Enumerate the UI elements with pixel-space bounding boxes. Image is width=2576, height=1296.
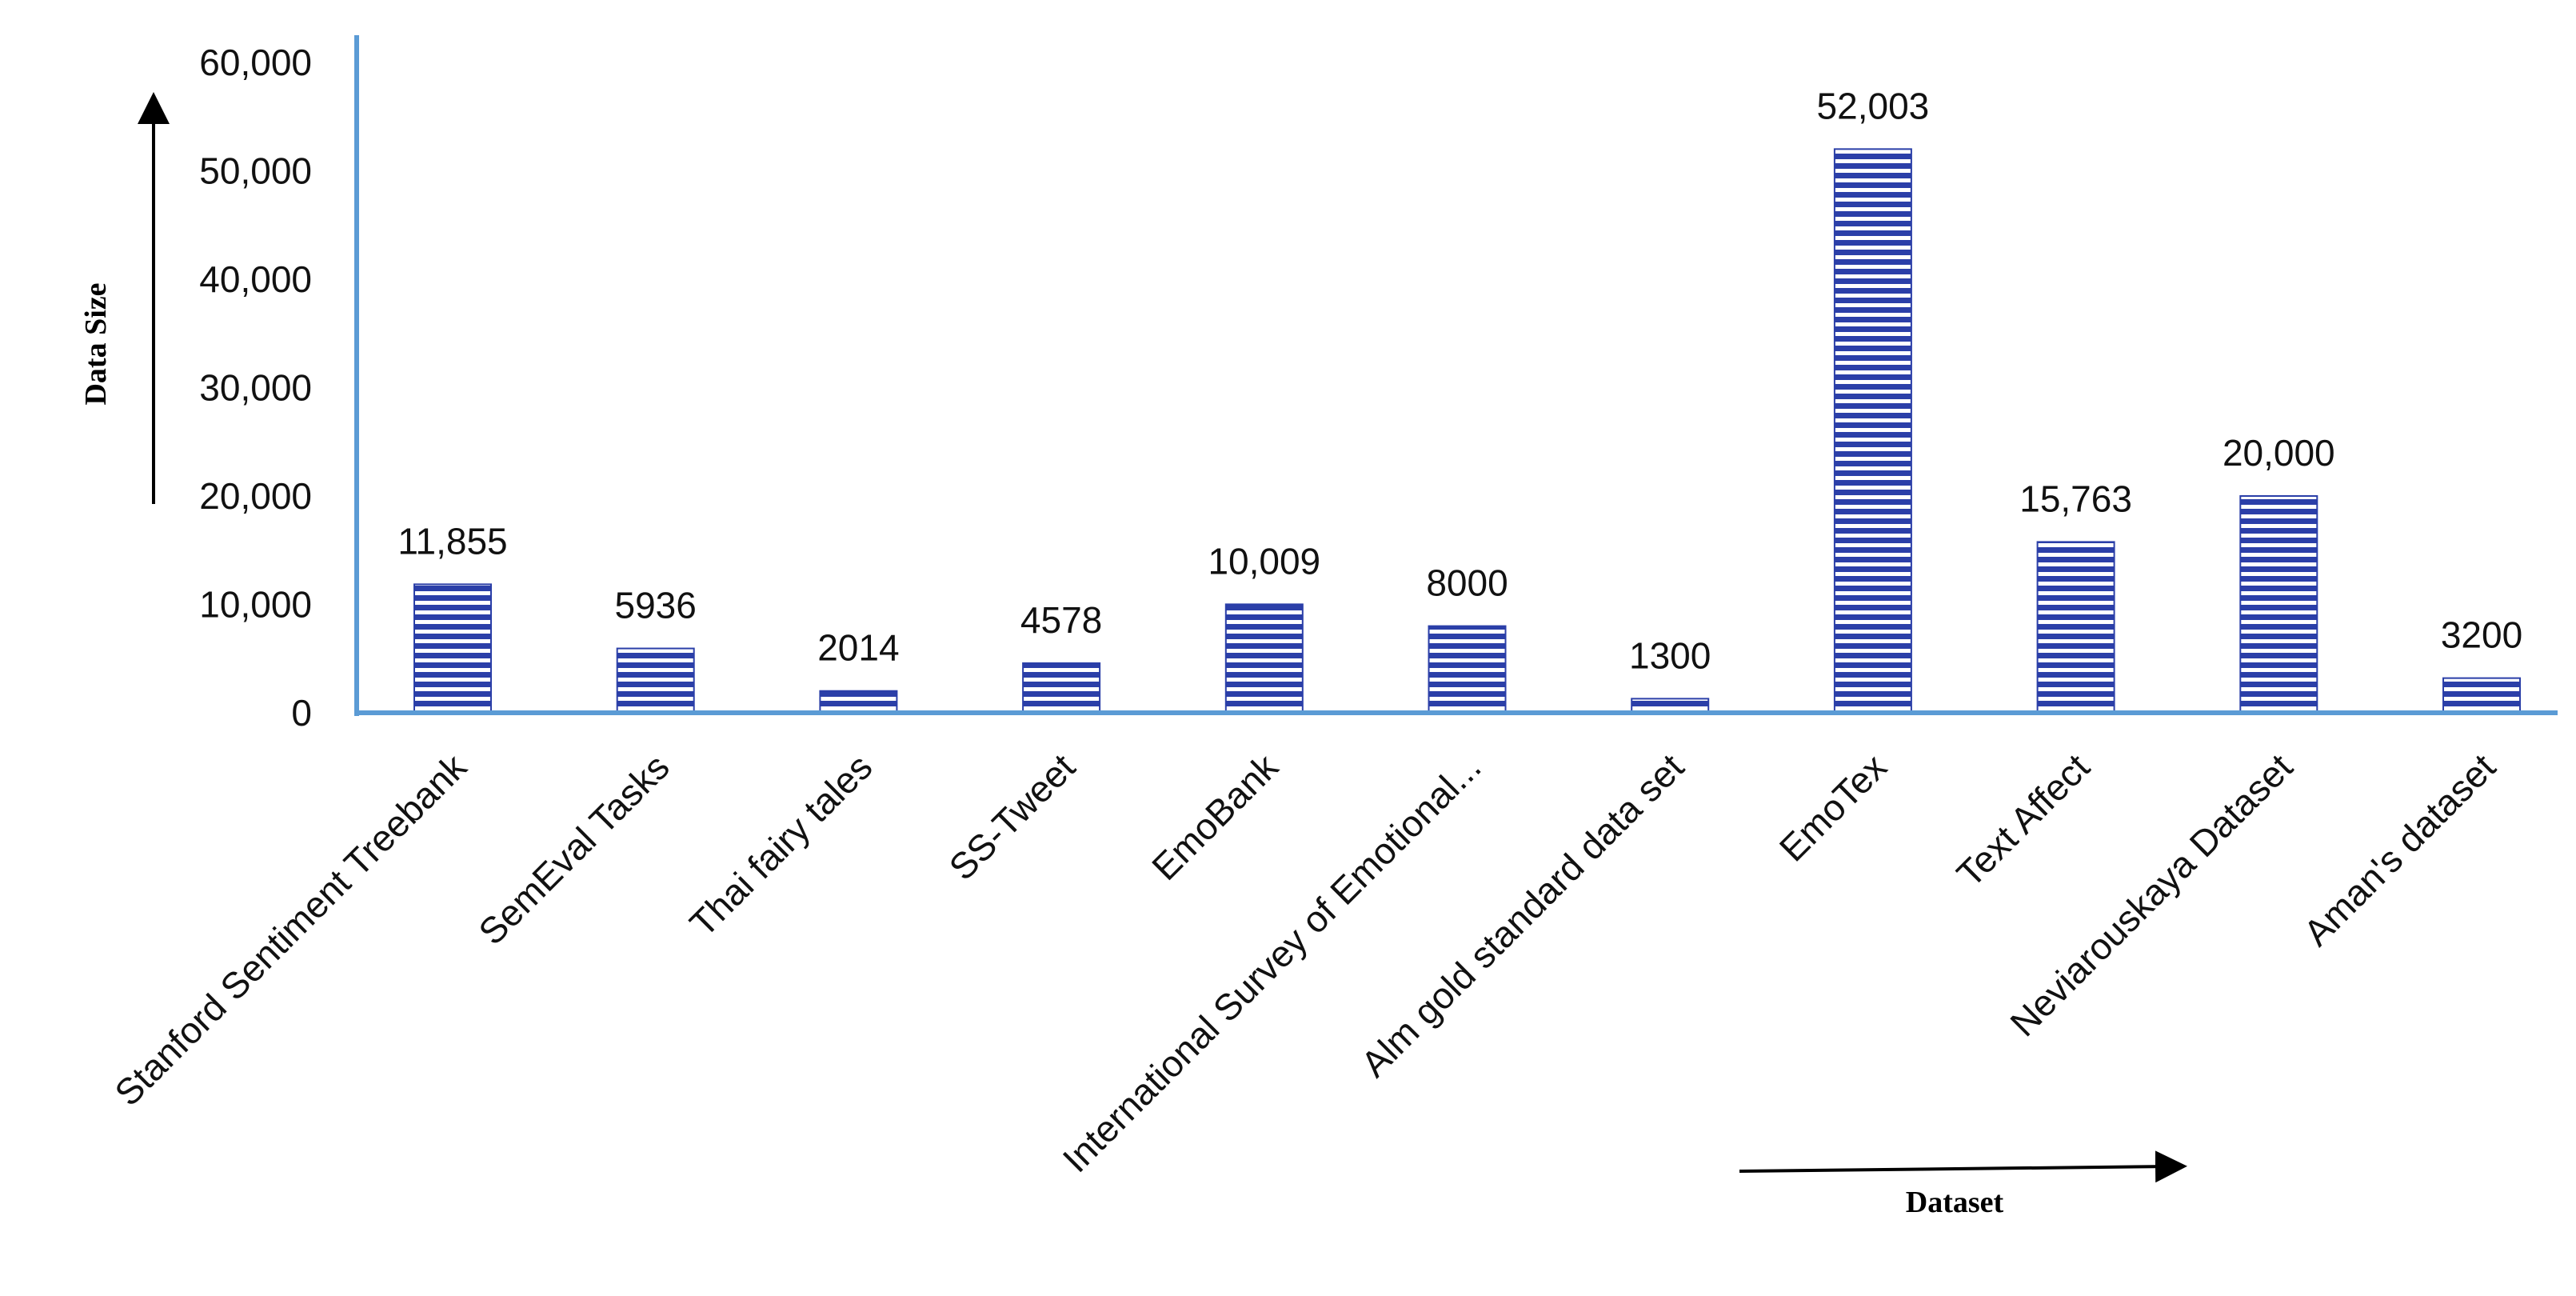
data-label: 15,763 — [2019, 478, 2132, 519]
category-label: Text Affect — [1948, 746, 2097, 894]
bar — [413, 583, 492, 714]
y-tick-label: 10,000 — [199, 584, 312, 626]
data-label: 11,855 — [397, 520, 507, 562]
bar — [1833, 148, 1912, 714]
y-tick-label: 60,000 — [199, 42, 312, 83]
y-axis-title: Data Size — [79, 282, 113, 405]
data-label: 1300 — [1629, 634, 1711, 676]
y-tick-label: 30,000 — [199, 367, 312, 409]
bar — [1428, 625, 1507, 714]
data-label: 52,003 — [1817, 85, 1930, 126]
category-label: SS-Tweet — [941, 746, 1083, 888]
bar — [2036, 541, 2115, 714]
y-tick-label: 40,000 — [199, 258, 312, 300]
y-axis-title-group: Data Size — [79, 92, 170, 504]
category-label: Stanford Sentiment Treebank — [106, 746, 475, 1114]
data-label: 5936 — [615, 585, 697, 626]
data-label: 2014 — [817, 627, 899, 669]
data-label: 4578 — [1020, 599, 1102, 641]
category-label: SemEval Tasks — [470, 746, 677, 953]
data-label: 10,009 — [1208, 540, 1320, 582]
category-label: EmoTex — [1771, 746, 1895, 869]
y-tick-labels: 0 10,000 20,000 30,000 40,000 50,000 60,000 — [199, 42, 312, 734]
y-tick-label: 0 — [291, 692, 312, 734]
x-axis-title: Dataset — [1906, 1186, 2004, 1219]
y-tick-label: 50,000 — [199, 150, 312, 192]
data-label: 3200 — [2441, 614, 2522, 656]
category-label: International Survey of Emotional... — [1055, 746, 1489, 1180]
bar — [1022, 662, 1101, 714]
bar — [2239, 495, 2318, 714]
y-tick-label: 20,000 — [199, 475, 312, 517]
data-label: 20,000 — [2223, 432, 2335, 474]
bar — [819, 690, 898, 714]
data-labels: 11,855 5936 2014 4578 10,009 8000 1300 52,003 15… — [397, 85, 2522, 676]
bars — [413, 148, 2521, 714]
category-label: Aman's dataset — [2295, 746, 2503, 954]
category-label: EmoBank — [1144, 746, 1286, 888]
bar — [2442, 677, 2521, 714]
data-label: 8000 — [1426, 562, 1508, 604]
bar — [616, 647, 695, 714]
category-label: Thai fairy tales — [681, 746, 880, 944]
bar — [1224, 603, 1304, 714]
category-label: Alm gold standard data set — [1353, 746, 1692, 1085]
x-axis-arrow — [1739, 1150, 2187, 1183]
x-axis-title-group: Dataset — [1739, 1150, 2187, 1219]
